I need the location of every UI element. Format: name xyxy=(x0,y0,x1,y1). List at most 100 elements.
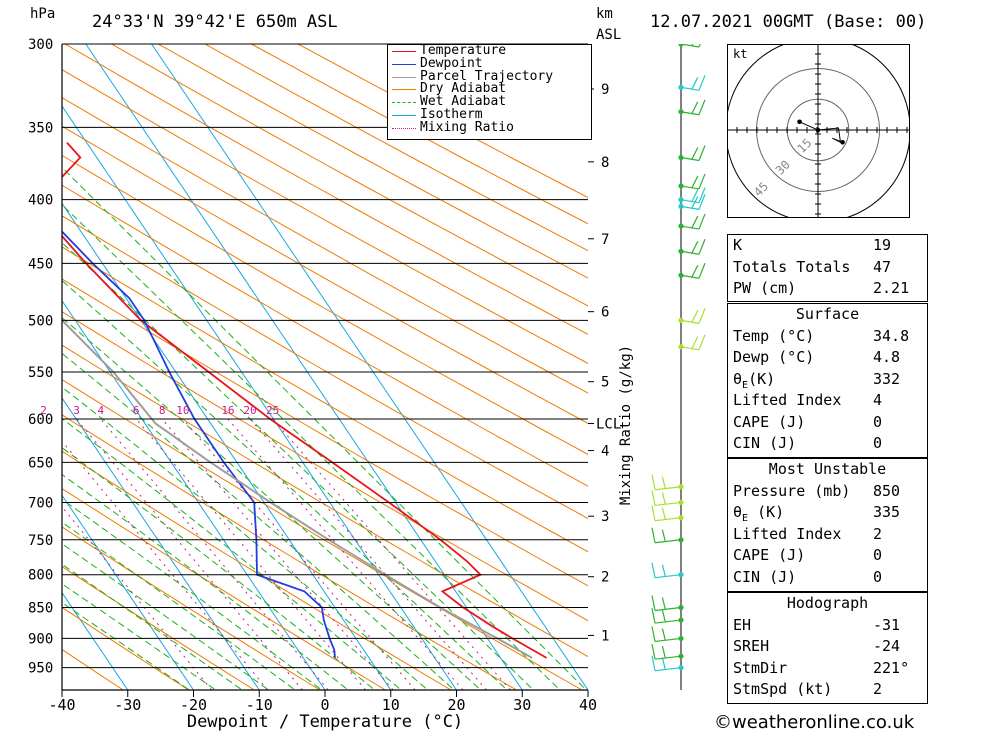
wind-barb-staff xyxy=(654,606,682,612)
isotherm-line xyxy=(62,299,326,690)
dry-adiabat-line xyxy=(62,69,588,364)
x-tick-label: -20 xyxy=(180,696,207,714)
index-key: EH xyxy=(733,615,752,634)
km-unit-label: km xyxy=(596,6,613,22)
legend-entry: Isotherm xyxy=(388,108,591,122)
panel-title: Most Unstable xyxy=(768,460,887,478)
km-tick-label: 8 xyxy=(601,155,609,171)
pressure-tick-label: 700 xyxy=(28,495,53,511)
wind-barb-flag xyxy=(698,173,706,190)
dry-adiabat-line xyxy=(62,154,588,456)
mixing-ratio-line xyxy=(100,418,329,690)
wet-adiabat-line xyxy=(62,279,508,690)
index-key: CAPE (J) xyxy=(733,546,806,564)
asl-unit-label: ASL xyxy=(596,27,622,43)
mixing-ratio-value: 16 xyxy=(221,404,234,417)
wet-adiabat-line xyxy=(62,242,535,690)
chart-legend: Temperature Dewpoint Parcel Trajectory Dry … xyxy=(387,44,592,140)
wind-barb-flag xyxy=(651,505,656,521)
wind-barb-flag xyxy=(661,597,666,610)
theta-subscript: E xyxy=(742,513,749,524)
index-row: Dewp (°C) 4.8 xyxy=(728,347,927,369)
legend-label: Dry Adiabat xyxy=(420,81,507,97)
index-key: Temp (°C) xyxy=(733,326,815,345)
legend-label: Parcel Trajectory xyxy=(420,68,554,84)
mixing-ratio-line xyxy=(249,418,487,690)
wind-barb-flag xyxy=(661,646,666,659)
wind-barb-flag xyxy=(691,336,699,350)
hodograph-point xyxy=(797,119,802,125)
index-value: 0 xyxy=(873,412,883,431)
wind-barb-dot xyxy=(678,272,684,278)
parcel-trajectory-profile xyxy=(62,319,533,659)
wind-barb-staff xyxy=(680,346,700,351)
wind-barb-staff xyxy=(680,156,700,162)
x-tick-label: -30 xyxy=(114,696,141,714)
dry-adiabat-line xyxy=(297,44,588,199)
wind-barb-flag xyxy=(698,308,706,324)
isotherm-line xyxy=(62,202,392,690)
pressure-tick-label: 450 xyxy=(28,256,53,272)
theta-symbol: θ xyxy=(733,369,743,388)
wind-barb-flag xyxy=(691,265,699,278)
mixing-ratio-line xyxy=(161,418,394,690)
indices-panel: K 19 Totals Totals 47 PW (cm) 2.21 xyxy=(727,234,928,302)
isotherm-line xyxy=(85,44,523,690)
dry-adiabat-line xyxy=(204,44,588,252)
wet-adiabat-line xyxy=(62,386,429,690)
km-tick-label: 2 xyxy=(601,570,609,586)
wind-barb-flag xyxy=(698,187,706,203)
wet-adiabat-line xyxy=(62,418,402,690)
hpa-unit-label: hPa xyxy=(30,6,56,22)
index-key: θE(K) xyxy=(733,369,775,397)
wind-barb-staff xyxy=(654,667,682,672)
hodograph-unit-label: kt xyxy=(733,47,747,61)
pressure-tick-label: 550 xyxy=(28,365,53,381)
index-row: Totals Totals 47 xyxy=(728,257,927,279)
wind-barb-flag xyxy=(691,189,699,202)
index-value: 2 xyxy=(873,524,883,543)
index-row: CAPE (J) 0 xyxy=(728,545,927,567)
pressure-tick-label: 650 xyxy=(28,455,53,471)
pressure-tick-label: 350 xyxy=(28,120,53,136)
wind-barb-flag xyxy=(691,101,699,114)
index-value: 850 xyxy=(873,481,901,500)
wind-barb-staff xyxy=(680,111,700,116)
legend-swatch xyxy=(392,114,416,116)
legend-entry: Temperature xyxy=(388,44,591,58)
legend-swatch xyxy=(392,127,416,129)
wind-barb xyxy=(651,474,684,491)
index-value: -24 xyxy=(873,637,901,655)
index-value: 0 xyxy=(873,434,883,452)
theta-unit: (K) xyxy=(748,503,785,521)
index-row: PW (cm) 2.21 xyxy=(728,278,927,300)
index-key: Pressure (mb) xyxy=(733,481,851,500)
index-value: 34.8 xyxy=(873,326,910,345)
index-key: Dewp (°C) xyxy=(733,348,815,366)
index-row: StmSpd (kt) 2 xyxy=(728,679,927,701)
legend-entry: Mixing Ratio xyxy=(388,121,591,135)
wind-barb-flag xyxy=(698,334,706,351)
index-value: 221° xyxy=(873,658,910,677)
pressure-tick-label: 950 xyxy=(28,661,53,677)
wind-barb-flag xyxy=(651,644,656,660)
legend-swatch xyxy=(392,63,416,65)
legend-swatch xyxy=(392,102,416,104)
mixing-ratio-value: 8 xyxy=(159,404,166,417)
wind-barb xyxy=(678,308,706,324)
wind-barb-flag xyxy=(698,213,706,230)
dry-adiabat-line xyxy=(157,44,588,279)
legend-swatch xyxy=(392,89,416,91)
km-tick-label: 1 xyxy=(601,628,609,644)
x-tick-label: -10 xyxy=(246,696,273,714)
wind-barb-dot xyxy=(678,537,684,543)
wind-barb xyxy=(651,595,684,612)
index-key: SREH xyxy=(733,637,770,655)
datetime-label: 12.07.2021 00GMT (Base: 00) xyxy=(650,12,927,32)
wet-adiabat-line xyxy=(62,352,455,690)
legend-entry: Dry Adiabat xyxy=(388,81,591,97)
index-key: CIN (J) xyxy=(733,434,797,452)
wind-barb-flag xyxy=(661,476,666,489)
km-tick-label: 7 xyxy=(601,232,609,248)
wind-barb-staff xyxy=(680,86,700,91)
